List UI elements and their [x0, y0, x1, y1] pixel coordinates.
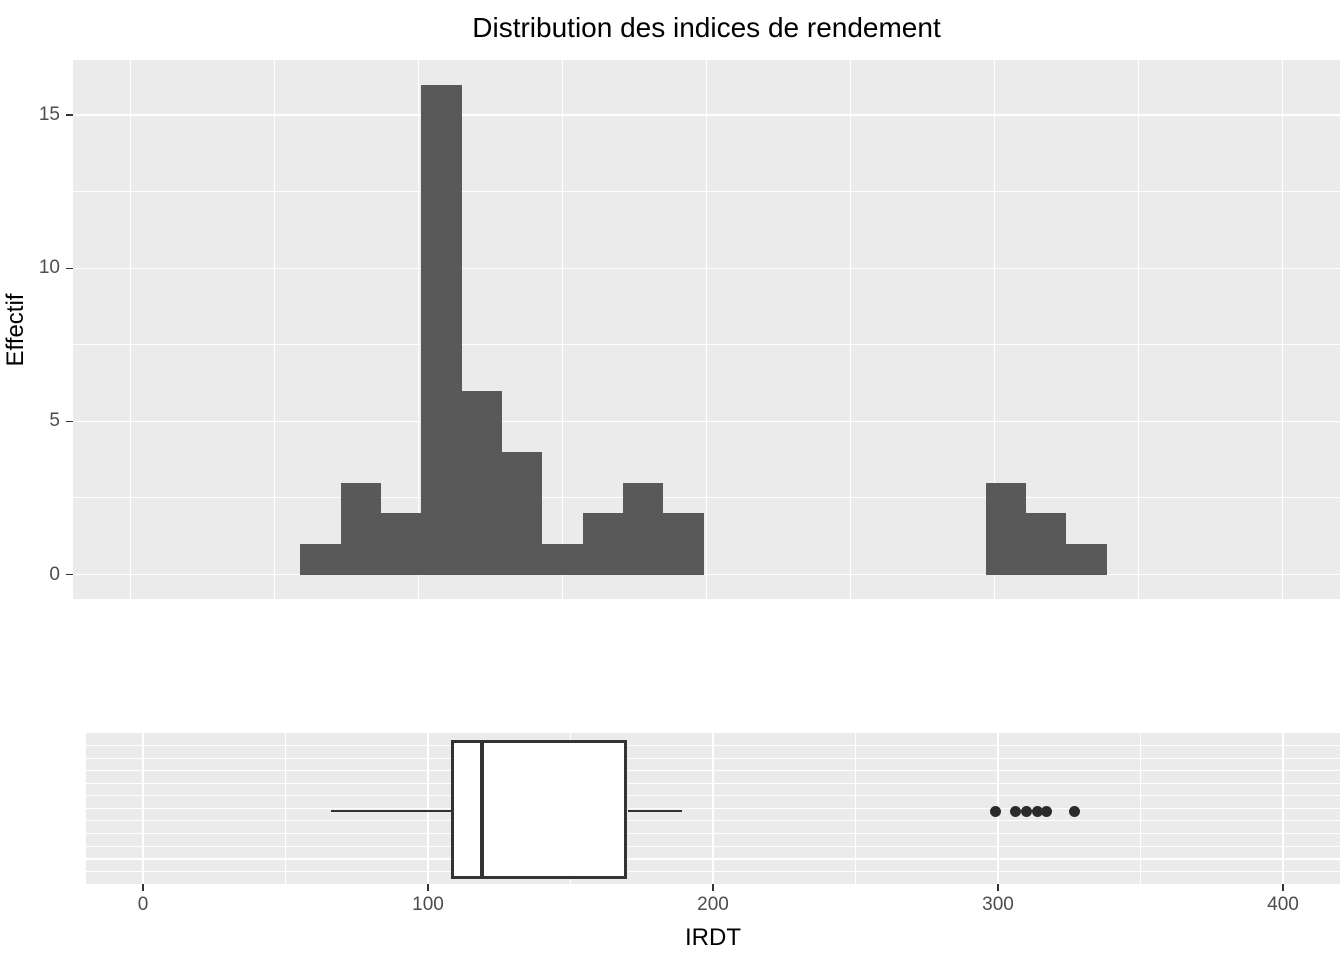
- outlier-dot: [989, 805, 1001, 817]
- histogram-bar: [542, 543, 583, 575]
- box-median-line: [479, 740, 485, 879]
- gridline-minor-v: [562, 60, 564, 599]
- gridline-major-h: [73, 267, 1340, 269]
- x-tick-mark: [1282, 884, 1284, 891]
- gridline-major-v: [993, 60, 996, 599]
- gridline-minor-v: [849, 60, 851, 599]
- outlier-dot: [1021, 805, 1032, 817]
- histogram-bar: [461, 390, 503, 575]
- gridline-minor-v: [1137, 60, 1139, 599]
- histogram-bar: [300, 543, 341, 575]
- gridline-major-v: [1281, 60, 1284, 599]
- histogram-bar: [622, 482, 664, 575]
- gridline-major-v: [1282, 733, 1284, 884]
- gridline-major-h: [73, 114, 1340, 116]
- gridline-minor-v: [855, 733, 856, 884]
- outlier-dot: [1069, 805, 1081, 817]
- box-rect: [450, 740, 628, 879]
- y-axis-title: Effectif: [2, 293, 29, 367]
- y-tick-mark: [66, 114, 73, 116]
- gridline-major-v: [142, 733, 144, 884]
- x-tick-label: 200: [697, 894, 729, 915]
- x-tick-label: 300: [982, 894, 1014, 915]
- outlier-dot: [1032, 805, 1044, 817]
- gridline-major-h: [73, 420, 1340, 423]
- y-tick-label: 5: [49, 410, 60, 432]
- gridline-minor-v: [1140, 733, 1141, 884]
- outlier-dot: [1040, 805, 1052, 817]
- x-tick-mark: [712, 884, 714, 891]
- gridline-major-v: [427, 733, 429, 884]
- x-tick-label: 100: [412, 894, 444, 915]
- box-whisker-right: [627, 809, 682, 813]
- x-tick-mark: [427, 884, 429, 891]
- y-tick-mark: [66, 267, 73, 269]
- histogram-bar: [1026, 513, 1067, 575]
- boxplot-panel: [86, 733, 1340, 884]
- y-tick-mark: [66, 420, 73, 423]
- y-tick-label: 15: [38, 104, 60, 126]
- x-tick-mark: [997, 884, 999, 891]
- histogram-bar: [381, 513, 422, 575]
- x-axis-title: IRDT: [685, 924, 741, 951]
- gridline-major-v: [712, 733, 714, 884]
- x-tick-mark: [142, 884, 144, 891]
- gridline-major-v: [129, 60, 132, 599]
- gridline-minor-v: [274, 60, 276, 599]
- chart-title: Distribution des indices de rendement: [472, 12, 941, 43]
- histogram-bar: [582, 513, 623, 575]
- box-whisker-left: [331, 809, 451, 813]
- gridline-major-v: [705, 60, 708, 599]
- histogram-bar: [502, 452, 543, 575]
- gridline-major-h: [73, 573, 1340, 576]
- y-tick-mark: [66, 573, 73, 576]
- outlier-dot: [1009, 805, 1021, 817]
- x-tick-label: 0: [137, 894, 149, 915]
- gridline-minor-v: [285, 733, 286, 884]
- x-tick-label: 400: [1267, 894, 1299, 915]
- histogram-bar: [985, 482, 1027, 575]
- histogram-bar: [421, 84, 462, 575]
- histogram-bar: [663, 513, 704, 575]
- histogram-panel: [73, 60, 1340, 599]
- y-tick-label: 0: [49, 563, 60, 585]
- gridline-major-v: [417, 60, 420, 599]
- histogram-bar: [1066, 543, 1107, 575]
- y-tick-label: 10: [38, 257, 60, 279]
- histogram-bar: [340, 482, 382, 575]
